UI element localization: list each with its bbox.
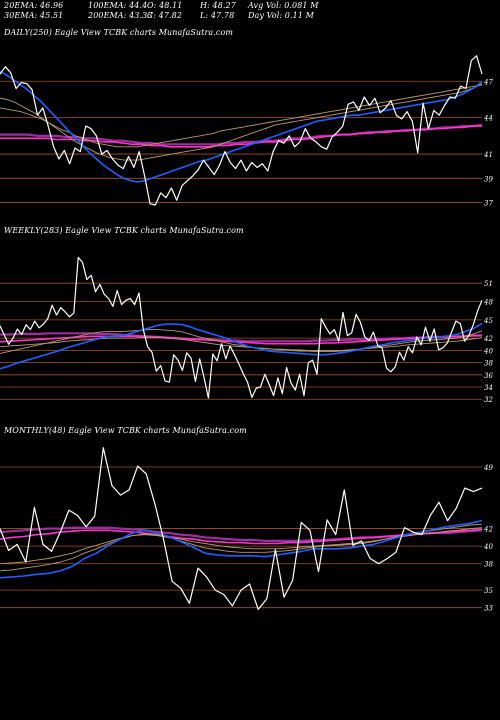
weekly-level-label: 51 — [484, 280, 493, 288]
daily-level-label: 37 — [484, 200, 493, 208]
weekly-level-label: 32 — [484, 396, 493, 404]
header-avg-volume: Avg Vol: 0.081 M — [248, 1, 319, 10]
weekly-level-label: 48 — [483, 299, 493, 307]
monthly-ema-blue — [0, 519, 483, 579]
daily-level-label: 44 — [483, 115, 493, 123]
monthly-level-label: 40 — [483, 543, 493, 551]
header-close: C: 47.82 — [147, 11, 183, 20]
monthly-price-line — [0, 447, 483, 610]
weekly-level-label: 40 — [483, 347, 493, 355]
weekly-ema-tan-fast — [0, 329, 483, 354]
weekly-ema-blue — [0, 322, 483, 370]
daily-ema-tan-fast — [0, 83, 483, 161]
weekly-level-label: 34 — [484, 384, 493, 392]
weekly-level-label: 42 — [483, 335, 493, 343]
monthly-ema-pink — [0, 528, 483, 545]
header-day-volume: Day Vol: 0.11 M — [248, 11, 314, 20]
daily-ema-blue — [0, 70, 483, 183]
daily-ema-tan-slow — [0, 84, 483, 148]
weekly-ema-pink — [0, 334, 483, 345]
daily-chart-title: DAILY(250) Eagle View TCBK charts Munafa… — [4, 28, 234, 37]
weekly-ema-tan-slow — [0, 337, 483, 351]
daily-level-label: 47 — [483, 78, 493, 86]
header-high: H: 48.27 — [200, 1, 236, 10]
daily-level-label: 41 — [483, 151, 493, 159]
monthly-chart-title: MONTHLY(48) Eagle View TCBK charts Munaf… — [4, 426, 247, 435]
daily-level-label: 39 — [484, 175, 493, 183]
header-low: L: 47.78 — [200, 11, 235, 20]
weekly-level-label: 36 — [484, 372, 493, 380]
monthly-level-label: 49 — [483, 464, 493, 472]
daily-ema-pink — [0, 125, 482, 148]
weekly-level-label: 38 — [484, 360, 493, 368]
monthly-level-label: 33 — [484, 605, 493, 613]
header-ema200: 200EMA: 43.33 — [88, 11, 153, 20]
header-ema100: 100EMA: 44.4 — [88, 1, 148, 10]
weekly-price-line — [0, 256, 483, 399]
weekly-level-label: 45 — [483, 317, 493, 325]
header-open: O: 48.11 — [147, 1, 183, 10]
weekly-chart-title: WEEKLY(283) Eagle View TCBK charts Munaf… — [4, 226, 244, 235]
monthly-level-label: 35 — [484, 587, 493, 595]
daily-price-line — [0, 55, 483, 206]
monthly-level-label: 38 — [484, 561, 493, 569]
header-ema20: 20EMA: 46.96 — [4, 1, 64, 10]
monthly-level-label: 42 — [483, 526, 493, 534]
header-ema30: 30EMA: 45.51 — [4, 11, 64, 20]
